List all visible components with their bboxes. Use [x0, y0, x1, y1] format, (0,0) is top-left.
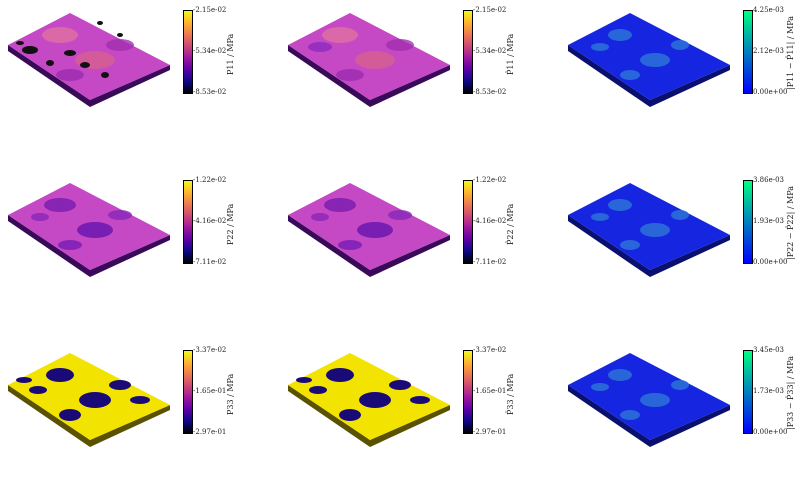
panel-p22-hat: -1.22e-02 -4.16e-02 -7.11e-02 P̂22 / MPa	[280, 175, 540, 315]
colorbar-tick: 0.00e+00	[753, 258, 788, 266]
colorbar-label: P̂22 / MPa	[506, 203, 515, 245]
panel-p33-hat: -3.37e-02 -1.65e-01 -2.97e-01 P̂33 / MPa	[280, 345, 540, 485]
colorbar-tick: 2.12e-03	[753, 47, 785, 55]
colorbar-label: |P11 − P̂11| / MPa	[786, 15, 795, 90]
colorbar-tick: -4.16e-02	[473, 217, 507, 225]
colorbar-tick: -2.97e-01	[193, 428, 227, 436]
colorbar-label: P̂33 / MPa	[506, 373, 515, 415]
panel-p11-hat: -2.15e-02 -5.34e-02 -8.53e-02 P̂11 / MPa	[280, 5, 540, 145]
colorbar-tick: 0.00e+00	[753, 88, 788, 96]
panel-p11: -2.15e-02 -5.34e-02 -8.53e-02 P11 / MPa	[0, 5, 260, 145]
colorbar-tick: -3.37e-02	[473, 346, 507, 354]
colorbar-label: P11 / MPa	[226, 33, 235, 75]
panel-p11-error: 4.25e-03 2.12e-03 0.00e+00 |P11 − P̂11| …	[560, 5, 805, 145]
colorbar-tick: -2.15e-02	[473, 6, 507, 14]
colorbar-p22	[183, 180, 193, 264]
colorbar-label: P33 / MPa	[226, 373, 235, 415]
colorbar-p33-hat	[463, 350, 473, 434]
colorbar-p11	[183, 10, 193, 94]
colorbar-tick: -8.53e-02	[193, 88, 227, 96]
colorbar-tick: -2.15e-02	[193, 6, 227, 14]
colorbar-tick: 0.00e+00	[753, 428, 788, 436]
colorbar-tick: -1.65e-01	[473, 387, 507, 395]
colorbar-p33-error	[743, 350, 753, 434]
panel-p22: -1.22e-02 -4.16e-02 -7.11e-02 P22 / MPa	[0, 175, 260, 315]
surface-plot-p33-hat	[288, 353, 450, 447]
colorbar-tick: -7.11e-02	[473, 258, 507, 266]
colorbar-tick: -1.22e-02	[193, 176, 227, 184]
colorbar-p33	[183, 350, 193, 434]
surface-plot-p11	[8, 13, 170, 107]
colorbar-tick: -7.11e-02	[193, 258, 227, 266]
surface-plot-p22-error	[568, 183, 730, 277]
surface-plot-p22	[8, 183, 170, 277]
colorbar-label: |P33 − P̂33| / MPa	[786, 355, 795, 430]
colorbar-tick: -1.22e-02	[473, 176, 507, 184]
panel-p33-error: 3.45e-03 1.73e-03 0.00e+00 |P33 − P̂33| …	[560, 345, 805, 485]
colorbar-label: P22 / MPa	[226, 203, 235, 245]
surface-plot-p33-error	[568, 353, 730, 447]
colorbar-tick: -5.34e-02	[193, 47, 227, 55]
colorbar-p11-error	[743, 10, 753, 94]
colorbar-tick: -3.37e-02	[193, 346, 227, 354]
colorbar-tick: -4.16e-02	[193, 217, 227, 225]
colorbar-label: |P22 − P̂22| / MPa	[786, 185, 795, 260]
panel-p22-error: 3.86e-03 1.93e-03 0.00e+00 |P22 − P̂22| …	[560, 175, 805, 315]
surface-plot-p22-hat	[288, 183, 450, 277]
colorbar-tick: -5.34e-02	[473, 47, 507, 55]
colorbar-p22-hat	[463, 180, 473, 264]
colorbar-label: P̂11 / MPa	[506, 33, 515, 75]
panel-p33: -3.37e-02 -1.65e-01 -2.97e-01 P33 / MPa	[0, 345, 260, 485]
colorbar-tick: 1.93e-03	[753, 217, 785, 225]
colorbar-tick: 3.45e-03	[753, 346, 785, 354]
colorbar-tick: 1.73e-03	[753, 387, 785, 395]
colorbar-tick: -8.53e-02	[473, 88, 507, 96]
colorbar-tick: -1.65e-01	[193, 387, 227, 395]
surface-plot-p33	[8, 353, 170, 447]
colorbar-tick: 4.25e-03	[753, 6, 785, 14]
colorbar-p11-hat	[463, 10, 473, 94]
surface-plot-p11-error	[568, 13, 730, 107]
colorbar-tick: 3.86e-03	[753, 176, 785, 184]
colorbar-tick: -2.97e-01	[473, 428, 507, 436]
surface-plot-p11-hat	[288, 13, 450, 107]
colorbar-p22-error	[743, 180, 753, 264]
